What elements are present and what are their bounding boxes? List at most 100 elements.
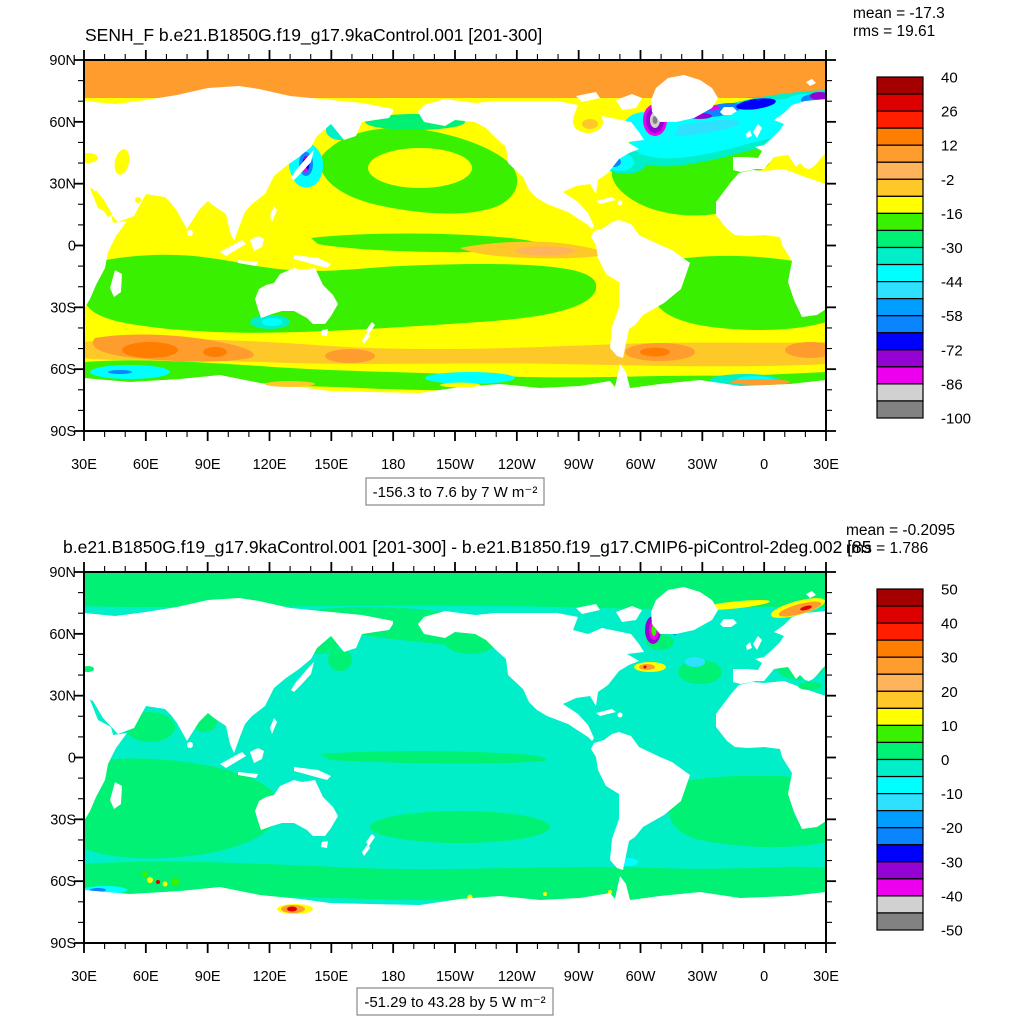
lon-label: 0 bbox=[760, 969, 768, 985]
map-ticks bbox=[74, 562, 836, 953]
colorbar-box bbox=[876, 93, 924, 112]
colorbar-box bbox=[876, 844, 924, 863]
map-figure-top: SENH_F b.e21.B1850G.f19_g17.9kaControl.0… bbox=[49, 5, 971, 506]
colorbar-box bbox=[876, 76, 924, 95]
lon-label: 30E bbox=[71, 969, 97, 985]
lat-label: 60N bbox=[49, 627, 76, 643]
lon-label: 180 bbox=[381, 969, 405, 985]
lon-label: 150E bbox=[314, 457, 348, 473]
lon-label: 120E bbox=[253, 457, 287, 473]
map-frame bbox=[83, 59, 827, 432]
lat-label: 60S bbox=[50, 874, 76, 890]
lat-label: 30S bbox=[50, 812, 76, 828]
colorbar-labels: 50 40 30 20 10 0 -10 -20 -30 -40 -50 bbox=[941, 582, 963, 940]
contour-field-senhf bbox=[84, 60, 826, 431]
cbar-label: -100 bbox=[941, 411, 971, 428]
stat-rms: rms = 19.61 bbox=[853, 23, 935, 40]
colorbar-box bbox=[876, 281, 924, 300]
colorbar-box bbox=[876, 605, 924, 624]
colorbar-box bbox=[876, 332, 924, 351]
colorbar-box bbox=[876, 229, 924, 249]
range-caption: -156.3 to 7.6 by 7 W m⁻² bbox=[373, 484, 538, 501]
cbar-label: -86 bbox=[941, 376, 963, 393]
lon-label: 60E bbox=[133, 969, 159, 985]
cbar-label: 0 bbox=[941, 752, 949, 769]
lon-label: 60W bbox=[626, 457, 656, 473]
stat-mean: mean = -0.2095 bbox=[846, 522, 955, 539]
panel-top: SENH_F b.e21.B1850G.f19_g17.9kaControl.0… bbox=[49, 5, 971, 506]
lon-label: 30E bbox=[813, 457, 839, 473]
map-frame bbox=[83, 571, 827, 944]
stat-mean: mean = -17.3 bbox=[853, 5, 945, 22]
lon-label: 30E bbox=[71, 457, 97, 473]
lon-label: 150E bbox=[314, 969, 348, 985]
lon-label: 180 bbox=[381, 457, 405, 473]
cbar-label: -72 bbox=[941, 342, 963, 359]
map-title: b.e21.B1850G.f19_g17.9kaControl.001 [201… bbox=[63, 537, 872, 558]
colorbar-box bbox=[876, 195, 924, 215]
lon-label: 30W bbox=[687, 457, 717, 473]
colorbar-box bbox=[876, 144, 924, 163]
lat-label: 30N bbox=[49, 177, 76, 193]
panel-bottom: mean = -0.2095 b.e21.B1850G.f19_g17.9kaC… bbox=[0, 512, 1024, 1024]
range-caption-box bbox=[356, 987, 554, 1016]
colorbar-box bbox=[876, 127, 924, 146]
colorbar-box bbox=[876, 775, 924, 795]
lon-label: 60E bbox=[133, 457, 159, 473]
colorbar-box bbox=[876, 793, 924, 812]
range-caption-box bbox=[365, 477, 545, 506]
cbar-label: -58 bbox=[941, 308, 963, 325]
lat-label: 90S bbox=[50, 936, 76, 952]
colorbar-box bbox=[876, 912, 924, 931]
colorbar-box bbox=[876, 878, 924, 897]
cbar-label: -30 bbox=[941, 854, 963, 871]
stat-rms: rms = 1.786 bbox=[846, 540, 928, 557]
colorbar-box bbox=[876, 588, 924, 607]
colorbar-box bbox=[876, 724, 924, 744]
lat-label: 0 bbox=[68, 751, 76, 767]
range-caption: -51.29 to 43.28 by 5 W m⁻² bbox=[364, 994, 545, 1011]
lon-axis-labels: 30E 60E 90E 120E 150E 180 150W 120W 90W 60W 30W 0 30… bbox=[71, 969, 839, 985]
lon-label: 150W bbox=[436, 457, 474, 473]
colorbar-box bbox=[876, 110, 924, 129]
cbar-label: -50 bbox=[941, 923, 963, 940]
lon-axis-labels: 30E 60E 90E 120E 150E 180 150W 120W 90W 60W 30W 0 30… bbox=[71, 457, 839, 473]
lon-label: 120W bbox=[498, 969, 536, 985]
cbar-label: 10 bbox=[941, 718, 958, 735]
lon-label: 90W bbox=[564, 969, 594, 985]
cbar-label: 40 bbox=[941, 70, 958, 87]
colorbar-box bbox=[876, 246, 924, 266]
lat-axis-labels: 90N 60N 30N 0 30S 60S 90S bbox=[49, 565, 76, 952]
lat-label: 60S bbox=[50, 362, 76, 378]
colorbar-box bbox=[876, 161, 924, 180]
map-title: SENH_F b.e21.B1850G.f19_g17.9kaControl.0… bbox=[85, 25, 542, 46]
lon-label: 60W bbox=[626, 969, 656, 985]
colorbar-box bbox=[876, 758, 924, 778]
colorbar-box bbox=[876, 741, 924, 761]
colorbar-box bbox=[876, 827, 924, 846]
lat-label: 30S bbox=[50, 300, 76, 316]
cbar-label: -44 bbox=[941, 274, 963, 291]
colorbar-box bbox=[876, 656, 924, 675]
colorbar bbox=[876, 588, 924, 931]
lat-label: 90N bbox=[49, 565, 76, 581]
colorbar-box bbox=[876, 895, 924, 914]
lat-label: 0 bbox=[68, 239, 76, 255]
colorbar-box bbox=[876, 810, 924, 829]
cbar-label: -30 bbox=[941, 240, 963, 257]
lat-label: 30N bbox=[49, 689, 76, 705]
lat-label: 90S bbox=[50, 424, 76, 440]
colorbar bbox=[876, 76, 924, 419]
colorbar-box bbox=[876, 315, 924, 334]
lon-label: 30E bbox=[813, 969, 839, 985]
colorbar-box bbox=[876, 383, 924, 402]
lat-label: 60N bbox=[49, 115, 76, 131]
map-figure-bottom: mean = -0.2095 b.e21.B1850G.f19_g17.9kaC… bbox=[49, 522, 963, 1016]
cbar-label: 26 bbox=[941, 104, 958, 121]
lat-label: 90N bbox=[49, 53, 76, 69]
cbar-label: -10 bbox=[941, 786, 963, 803]
colorbar-box bbox=[876, 690, 924, 709]
cbar-label: 30 bbox=[941, 650, 958, 667]
cbar-label: 20 bbox=[941, 684, 958, 701]
